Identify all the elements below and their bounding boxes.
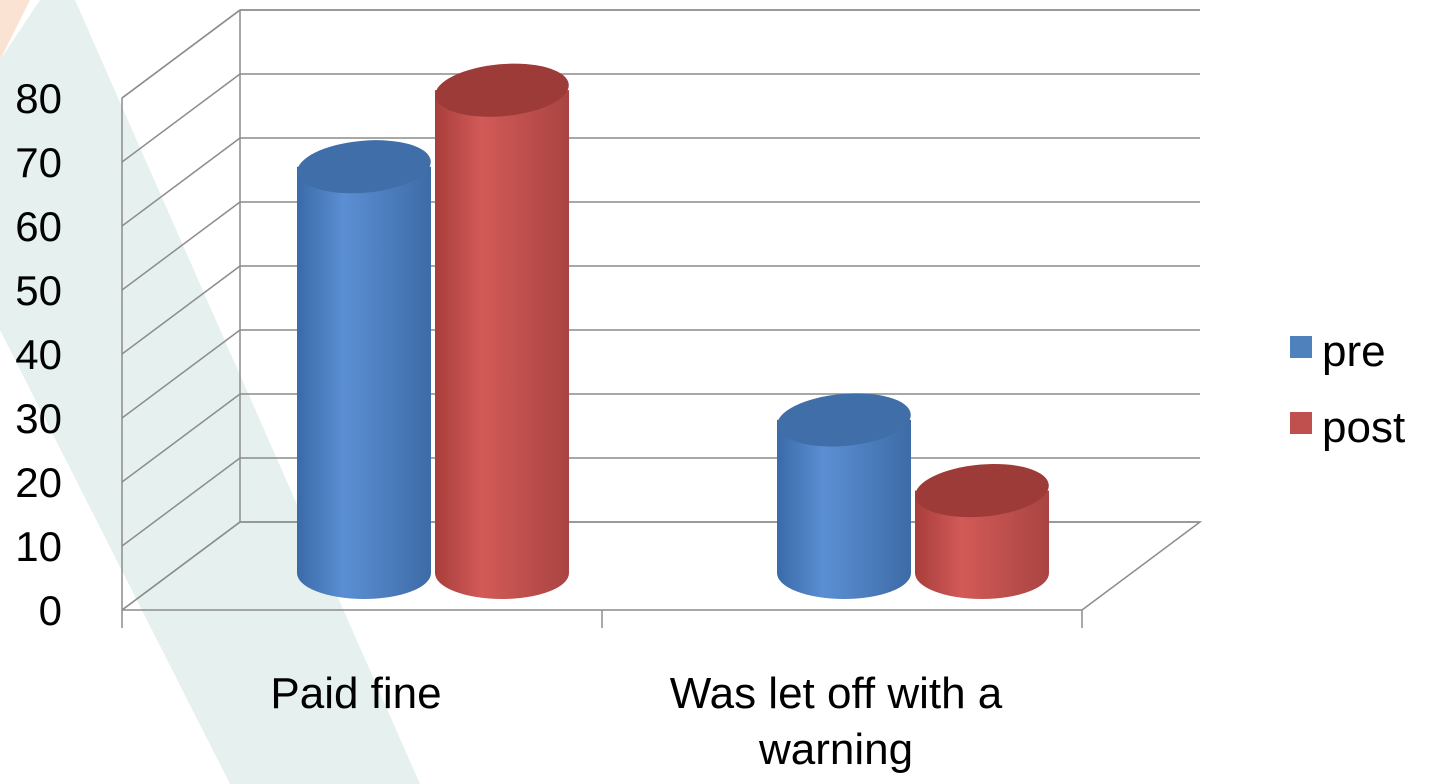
gridline-diagonal: [121, 9, 241, 99]
gridline-diagonal: [121, 329, 241, 419]
gridline-diagonal: [121, 457, 241, 547]
y-tick-label: 10: [15, 523, 62, 570]
legend-label: pre: [1322, 327, 1386, 376]
bar-cap: [435, 63, 569, 117]
y-tick-label: 80: [15, 75, 62, 122]
y-tick-label: 30: [15, 395, 62, 442]
x-category-label: Paid fine: [270, 669, 441, 718]
bar-pre: [297, 140, 431, 599]
y-tick-label: 70: [15, 139, 62, 186]
gridline-diagonal: [121, 265, 241, 355]
legend-label: post: [1322, 403, 1405, 452]
legend-swatch: [1290, 412, 1312, 434]
legend-swatch: [1290, 336, 1312, 358]
bar-cap: [297, 140, 431, 194]
bars: [297, 63, 1049, 600]
gridline-diagonal: [121, 521, 241, 611]
bar-post: [435, 63, 569, 600]
bar-cap: [915, 464, 1049, 518]
y-tick-label: 0: [39, 587, 62, 634]
y-axis-ticks: 0 10 20 30 40 50 60 70 80: [15, 75, 62, 634]
bar-body: [777, 419, 911, 599]
x-category-label: warning: [758, 725, 913, 774]
y-tick-label: 50: [15, 267, 62, 314]
gridline-diagonal: [121, 73, 241, 163]
x-category-label: Was let off with a: [670, 669, 1003, 718]
bar-body: [297, 166, 431, 599]
gridline-diagonal: [121, 137, 241, 227]
y-tick-label: 20: [15, 459, 62, 506]
y-tick-label: 60: [15, 203, 62, 250]
y-tick-label: 40: [15, 331, 62, 378]
bar-cap: [777, 393, 911, 447]
bar-body: [915, 490, 1049, 599]
x-axis: Paid fine Was let off with a warning: [121, 609, 1083, 774]
bar-post: [915, 464, 1049, 599]
gridline-diagonal: [121, 393, 241, 483]
legend: pre post: [1290, 327, 1405, 452]
bar-body: [435, 90, 569, 600]
bar-pre: [777, 393, 911, 599]
gridline-diagonal: [121, 201, 241, 291]
